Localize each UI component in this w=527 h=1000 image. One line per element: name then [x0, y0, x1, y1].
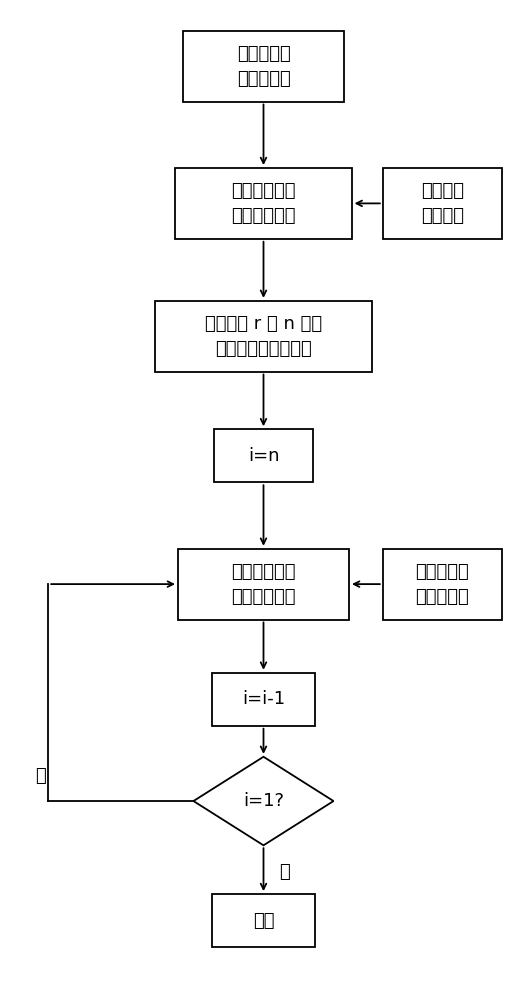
Text: 是: 是: [279, 863, 290, 881]
Bar: [175, 168, 352, 239]
Bar: [212, 673, 315, 726]
Text: 否: 否: [35, 767, 46, 785]
Polygon shape: [193, 757, 334, 845]
Text: i=n: i=n: [248, 447, 279, 465]
Text: 采样得到 r 组 n 个关
节的运动参数和力矩: 采样得到 r 组 n 个关 节的运动参数和力矩: [205, 315, 322, 358]
Bar: [383, 168, 502, 239]
Text: i=i-1: i=i-1: [242, 690, 285, 708]
Text: 最小二乘法
参数辨识算: 最小二乘法 参数辨识算: [416, 563, 470, 606]
Bar: [383, 549, 502, 620]
Bar: [178, 549, 349, 620]
Text: i=1?: i=1?: [243, 792, 284, 810]
Bar: [214, 429, 313, 482]
Text: 傅里叶级
数激励轨: 傅里叶级 数激励轨: [421, 182, 464, 225]
Text: 按规划轨迹控
制机器人运动: 按规划轨迹控 制机器人运动: [231, 182, 296, 225]
Text: 解超定方程计
算最小二乘解: 解超定方程计 算最小二乘解: [231, 563, 296, 606]
Text: 建立机器人
动力学模型: 建立机器人 动力学模型: [237, 45, 290, 88]
Bar: [212, 894, 315, 947]
Text: 结束: 结束: [253, 912, 274, 930]
Bar: [183, 31, 344, 102]
Bar: [154, 301, 373, 372]
